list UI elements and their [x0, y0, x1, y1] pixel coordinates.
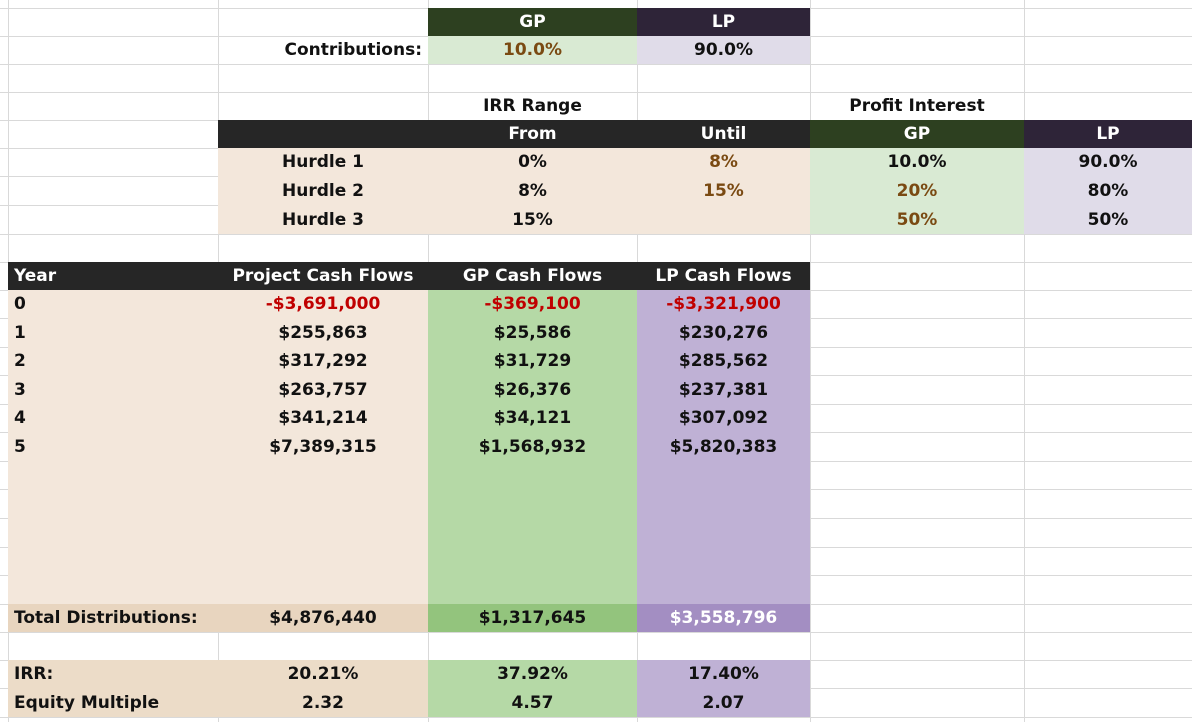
lp-cash-flow[interactable]: $5,820,383 — [669, 436, 778, 457]
irr-lp[interactable]: 17.40% — [688, 664, 759, 684]
hurdle-2-until[interactable]: 15% — [703, 180, 744, 201]
hurdle-1-until[interactable]: 8% — [709, 152, 738, 172]
gp-cash-flow[interactable]: $25,586 — [493, 322, 572, 343]
hurdle-2-from[interactable]: 8% — [518, 180, 547, 201]
irr-gp[interactable]: 37.92% — [497, 664, 568, 684]
contribution-lp-header[interactable]: LP — [637, 8, 810, 36]
project-cash-flow[interactable]: $317,292 — [278, 351, 368, 371]
gp-cash-flow[interactable]: $1,568,932 — [478, 436, 587, 457]
hurdle-3-gp[interactable]: 50% — [896, 209, 938, 230]
irr-label[interactable]: IRR: — [14, 664, 54, 684]
total-lp[interactable]: $3,558,796 — [637, 604, 810, 632]
gp-cash-flow[interactable]: -$369,100 — [484, 294, 581, 314]
gp-cash-flow[interactable]: $31,729 — [493, 351, 572, 371]
until-header[interactable]: Until — [637, 120, 810, 148]
equity-multiple-project[interactable]: 2.32 — [302, 692, 344, 713]
row-gridline — [0, 717, 1192, 718]
hurdle-3-lp[interactable]: 50% — [1087, 209, 1129, 230]
lp-cash-flow[interactable]: $307,092 — [678, 408, 769, 428]
profit-interest-title[interactable]: Profit Interest — [849, 96, 985, 116]
hurdle-1-label[interactable]: Hurdle 1 — [282, 152, 364, 172]
total-distributions-label[interactable]: Total Distributions: — [14, 608, 198, 628]
equity-multiple-label[interactable]: Equity Multiple — [14, 692, 160, 713]
project-cash-flow[interactable]: $263,757 — [278, 379, 368, 400]
column-gridline — [1024, 0, 1025, 722]
lp-cash-flow[interactable]: $237,381 — [678, 379, 769, 400]
hurdle-2-label[interactable]: Hurdle 2 — [282, 180, 364, 201]
hurdle-3-label[interactable]: Hurdle 3 — [282, 209, 364, 230]
contribution-lp-value[interactable]: 90.0% — [637, 36, 810, 64]
total-project[interactable]: $4,876,440 — [269, 608, 377, 628]
equity-multiple-gp[interactable]: 4.57 — [511, 692, 554, 713]
irr-project[interactable]: 20.21% — [287, 664, 359, 684]
contribution-gp-header[interactable]: GP — [428, 8, 637, 36]
lp-cash-flows-header[interactable]: LP Cash Flows — [637, 262, 810, 290]
contributions-label[interactable]: Contributions: — [284, 40, 422, 60]
row-gridline — [0, 632, 1192, 633]
cashflow-year[interactable]: 2 — [14, 351, 26, 371]
column-gridline — [810, 0, 811, 722]
cashflow-year[interactable]: 1 — [14, 322, 26, 343]
equity-multiple-lp[interactable]: 2.07 — [702, 692, 745, 713]
lp-cash-flow[interactable]: $230,276 — [678, 322, 769, 343]
hurdle-1-from[interactable]: 0% — [518, 152, 547, 172]
total-gp[interactable]: $1,317,645 — [428, 604, 637, 632]
project-cash-flows-header[interactable]: Project Cash Flows — [218, 262, 428, 290]
lp-cash-flow[interactable]: -$3,321,900 — [666, 294, 781, 314]
cashflow-year[interactable]: 3 — [14, 379, 26, 400]
waterfall-header-blank[interactable] — [218, 120, 428, 148]
gp-cash-flows-header[interactable]: GP Cash Flows — [428, 262, 637, 290]
row-gridline — [0, 234, 1192, 235]
lp-cash-flow[interactable]: $285,562 — [678, 351, 769, 371]
from-header[interactable]: From — [428, 120, 637, 148]
irr-range-title[interactable]: IRR Range — [483, 96, 582, 116]
hurdle-1-lp[interactable]: 90.0% — [1078, 152, 1138, 172]
project-cash-flow[interactable]: -$3,691,000 — [265, 294, 381, 314]
gp-cash-flow[interactable]: $34,121 — [493, 408, 572, 428]
hurdle-1-gp[interactable]: 10.0% — [887, 152, 947, 172]
hurdle-3-until[interactable] — [637, 205, 810, 234]
project-cash-flow[interactable]: $7,389,315 — [269, 436, 377, 457]
year-header[interactable]: Year — [8, 262, 218, 290]
gp-cash-flow[interactable]: $26,376 — [493, 379, 572, 400]
hurdle-2-lp[interactable]: 80% — [1087, 180, 1129, 201]
project-cash-flow[interactable]: $255,863 — [278, 322, 368, 343]
hurdle-2-gp[interactable]: 20% — [896, 180, 938, 201]
hurdle-3-from[interactable]: 15% — [512, 209, 553, 230]
cashflow-year[interactable]: 5 — [14, 436, 26, 457]
profit-gp-header[interactable]: GP — [810, 120, 1024, 148]
cashflow-year[interactable]: 4 — [14, 408, 26, 428]
row-gridline — [0, 92, 1192, 93]
profit-lp-header[interactable]: LP — [1024, 120, 1192, 148]
project-cash-flow[interactable]: $341,214 — [278, 408, 368, 428]
cashflow-year[interactable]: 0 — [14, 294, 26, 314]
contribution-gp-value[interactable]: 10.0% — [428, 36, 637, 64]
row-gridline — [0, 64, 1192, 65]
